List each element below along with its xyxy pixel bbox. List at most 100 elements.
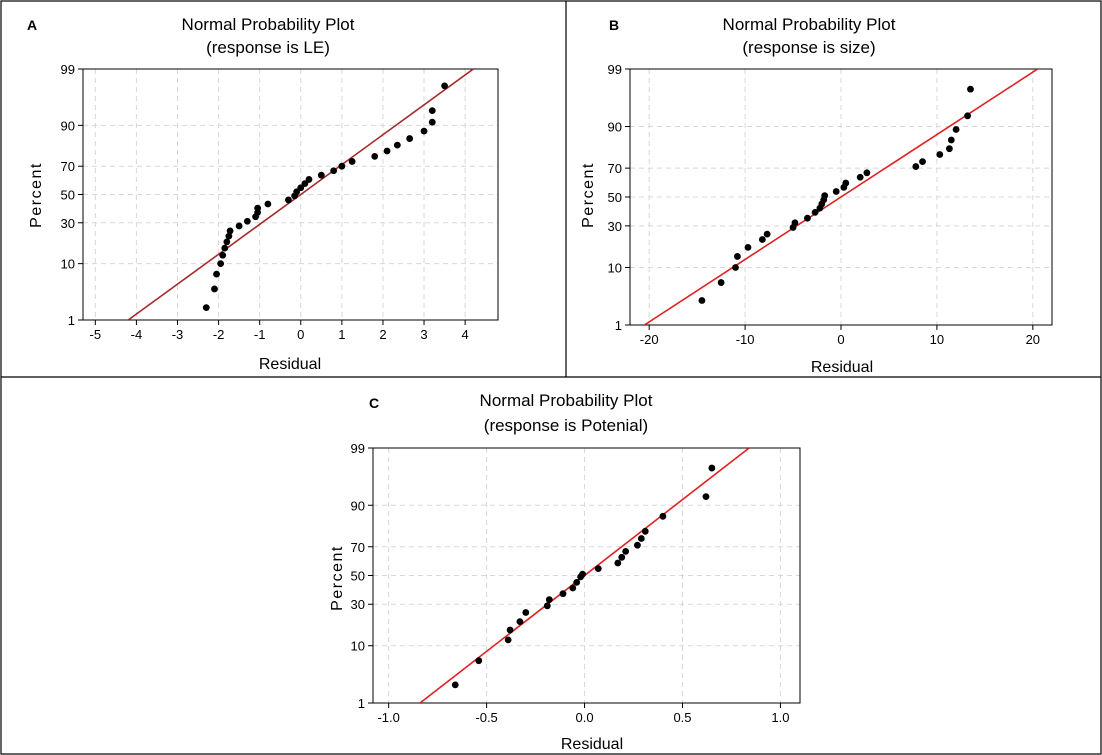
panel-c-data-point bbox=[579, 570, 586, 578]
panel-a-data-point bbox=[297, 184, 305, 192]
panel-b-y-tick-label: 99 bbox=[608, 62, 622, 77]
panel-c-data-point bbox=[594, 565, 602, 573]
panel-c-data-point bbox=[708, 464, 716, 472]
panel-c-data-point bbox=[504, 636, 512, 644]
panel-b-data-point bbox=[863, 169, 871, 177]
panel-b-y-tick-label: 1 bbox=[615, 318, 622, 333]
panel-a-data-point bbox=[441, 82, 448, 90]
panel-a-x-tick-label: -1 bbox=[254, 327, 266, 342]
panel-c-data-point bbox=[516, 618, 524, 626]
panel-c-data-point bbox=[573, 578, 581, 586]
panel-c-x-axis-label: Residual bbox=[561, 736, 623, 753]
panel-a-data-point bbox=[202, 304, 210, 312]
panel-c-data-point bbox=[475, 657, 483, 665]
panel-a-data-point bbox=[264, 200, 272, 208]
panel-b-x-tick-label: 0 bbox=[837, 332, 844, 347]
panel-c-x-tick-label: -1.0 bbox=[377, 710, 399, 725]
panel-a-data-point bbox=[420, 127, 428, 135]
panel-b-data-point bbox=[919, 158, 926, 166]
panel-c-data-point bbox=[634, 541, 641, 549]
panel-b-data-point bbox=[952, 126, 960, 133]
panel-a-y-tick-label: 90 bbox=[61, 118, 75, 133]
panel-c-x-tick-label: 0.0 bbox=[576, 710, 594, 725]
panel-b-data-point bbox=[856, 173, 864, 181]
panel-a-data-point bbox=[211, 285, 218, 293]
panel-a-data-point bbox=[317, 171, 325, 179]
panel-a-data-point bbox=[285, 196, 292, 204]
panel-a: A Normal Probability Plot (response is L… bbox=[27, 15, 499, 373]
panel-b-x-tick-label: -20 bbox=[640, 332, 659, 347]
panel-a-x-tick-label: 0 bbox=[297, 327, 304, 342]
panel-b-x-tick-label: -10 bbox=[736, 332, 755, 347]
panel-a-data-point bbox=[406, 135, 414, 142]
panel-a-letter: A bbox=[27, 17, 37, 33]
panel-b-data-point bbox=[967, 85, 974, 93]
panel-a-data-point bbox=[219, 251, 227, 259]
panel-b-data-point bbox=[791, 219, 799, 227]
panel-a-title: Normal Probability Plot bbox=[182, 15, 355, 34]
panel-c-data-point bbox=[451, 681, 459, 689]
panel-c-x-tick-label: -0.5 bbox=[475, 710, 497, 725]
panel-b-plot-area: -20 -10 0 10 20 1 10 30 50 70 90 99 bbox=[608, 62, 1053, 347]
panel-a-plot-area: -5 -4 -3 -2 -1 0 1 2 3 4 1 10 30 50 70 90 99 bbox=[61, 62, 499, 342]
panel-c-data-point bbox=[543, 602, 551, 610]
panel-a-data-point bbox=[330, 167, 338, 175]
panel-b-data-point bbox=[732, 264, 739, 271]
panel-b-letter: B bbox=[609, 17, 619, 33]
panel-c-y-tick-label: 99 bbox=[351, 441, 365, 456]
panel-b-y-tick-label: 70 bbox=[608, 161, 622, 176]
panel-a-data-point bbox=[226, 227, 234, 235]
panel-c-data-point bbox=[614, 559, 622, 567]
panel-b-data-point bbox=[912, 163, 920, 170]
panel-b-x-axis-label: Residual bbox=[811, 359, 873, 376]
panel-c-y-axis-label: Percent bbox=[329, 545, 346, 611]
panel-b-data-point bbox=[734, 253, 741, 260]
panel-b-y-tick-label: 90 bbox=[608, 119, 622, 134]
panel-c-data-point bbox=[702, 493, 710, 501]
panel-b-data-point bbox=[763, 230, 771, 238]
panel-a-y-tick-label: 99 bbox=[61, 62, 75, 77]
panel-b-data-point bbox=[964, 112, 971, 120]
panel-a-x-tick-label: 1 bbox=[338, 327, 345, 342]
panel-c-y-tick-label: 90 bbox=[351, 498, 365, 513]
panel-c: C Normal Probability Plot (response is P… bbox=[329, 391, 801, 753]
panel-a-data-point bbox=[348, 158, 356, 165]
panel-a-x-axis-label: Residual bbox=[259, 356, 321, 373]
panel-b-data-point bbox=[717, 279, 725, 286]
panel-b-data-point bbox=[842, 179, 850, 187]
panel-b-data-point bbox=[821, 192, 829, 200]
panel-a-x-tick-label: -4 bbox=[131, 327, 143, 342]
panel-a-data-point bbox=[225, 232, 233, 240]
panel-a-data-point bbox=[393, 141, 401, 149]
panel-b-data-point bbox=[947, 136, 955, 144]
panel-a-data-point bbox=[305, 176, 313, 183]
panel-b: B Normal Probability Plot (response is s… bbox=[580, 15, 1053, 376]
panel-c-plot-area: -1.0 -0.5 0.0 0.5 1.0 1 10 30 50 70 90 99 bbox=[351, 441, 801, 725]
panel-a-fit-line bbox=[127, 69, 474, 320]
panel-b-subtitle: (response is size) bbox=[742, 38, 875, 57]
panel-a-data-point bbox=[428, 107, 436, 115]
panel-a-y-axis-label: Percent bbox=[28, 162, 45, 228]
panel-b-title: Normal Probability Plot bbox=[723, 15, 896, 34]
panel-c-letter: C bbox=[369, 395, 379, 411]
panel-c-subtitle: (response is Potenial) bbox=[484, 416, 648, 435]
panel-c-data-point bbox=[569, 584, 577, 592]
panel-a-data-point bbox=[235, 222, 243, 230]
panel-a-x-tick-label: 2 bbox=[379, 327, 386, 342]
panel-a-data-point bbox=[254, 204, 262, 212]
panel-b-data-point bbox=[804, 214, 811, 222]
panel-a-y-tick-label: 50 bbox=[61, 188, 75, 203]
panel-c-data-point bbox=[545, 596, 553, 604]
panel-b-data-point bbox=[811, 208, 819, 216]
panel-a-data-point bbox=[428, 118, 436, 126]
panel-a-x-tick-label: 3 bbox=[420, 327, 427, 342]
panel-c-y-tick-label: 50 bbox=[351, 569, 365, 584]
panel-a-data-point bbox=[338, 162, 346, 170]
panel-b-data-point bbox=[936, 151, 944, 158]
panel-b-y-tick-label: 10 bbox=[608, 261, 622, 276]
panel-b-fit-line bbox=[643, 69, 1039, 325]
panel-a-data-point bbox=[243, 217, 251, 225]
panel-b-x-tick-label: 10 bbox=[930, 332, 944, 347]
panel-a-y-tick-label: 30 bbox=[61, 216, 75, 231]
